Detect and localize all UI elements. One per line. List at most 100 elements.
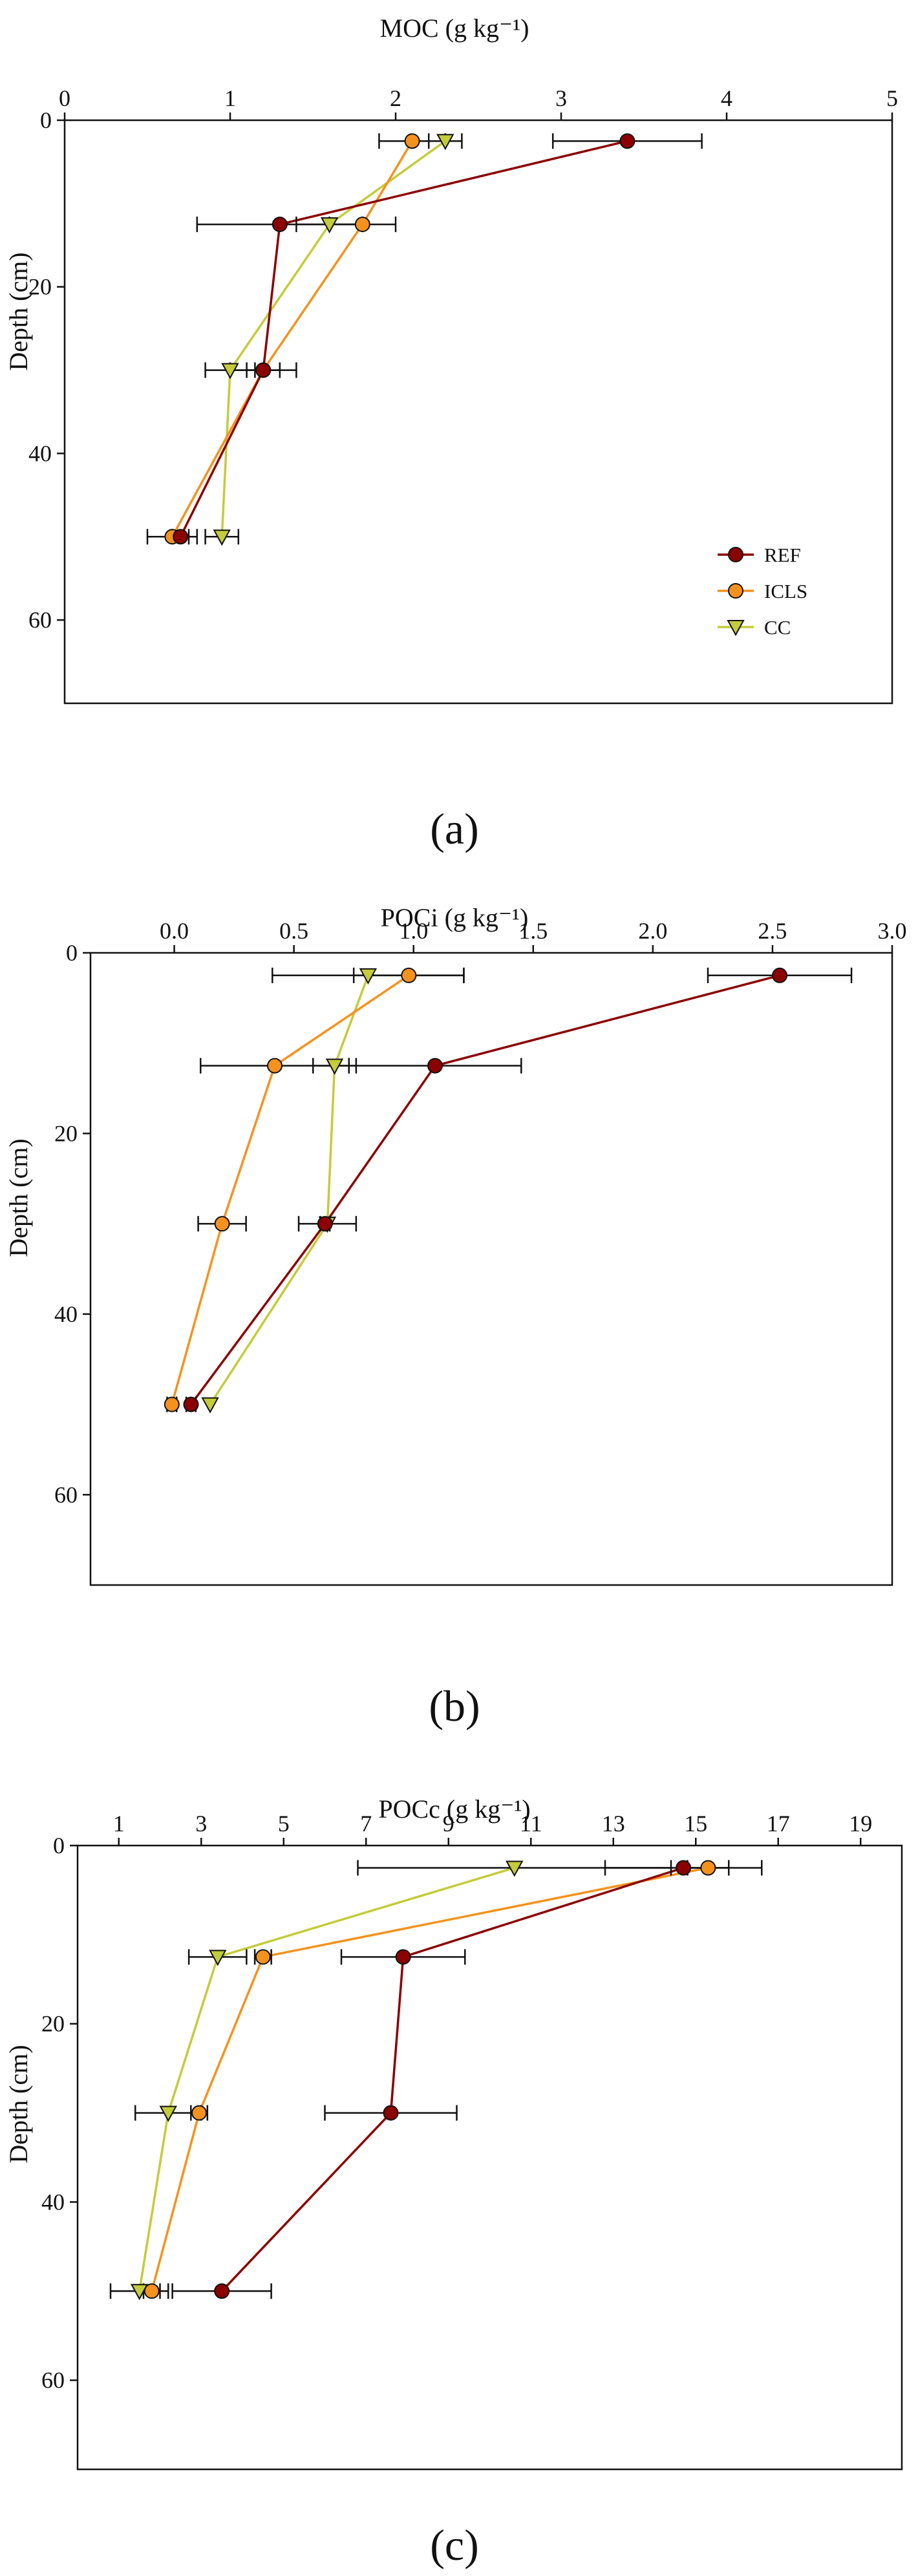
plot-frame-c — [76, 1844, 903, 2471]
data-point-a-ref-2 — [255, 362, 272, 378]
x-tick-label-c-4: 9 — [443, 1811, 454, 1836]
x-tick-label-c-7: 15 — [684, 1811, 707, 1836]
y-tick-label-a-2: 40 — [28, 440, 52, 466]
y-tick-label-b-0: 0 — [66, 940, 78, 966]
data-point-a-cc-2 — [221, 363, 239, 379]
x-tick-label-a-5: 5 — [886, 85, 898, 111]
series-line-a-cc — [220, 140, 446, 537]
plot-frame-a — [63, 119, 893, 705]
data-point-a-cc-3 — [213, 529, 231, 546]
x-tick-label-a-3: 3 — [555, 85, 567, 111]
series-line-b-ref — [190, 974, 780, 1405]
x-tick-label-a-2: 2 — [390, 85, 401, 111]
y-tick-label-a-1: 20 — [28, 274, 52, 300]
data-point-a-ref-3 — [173, 529, 189, 545]
y-axis-title-a: Depth (cm) — [4, 252, 33, 370]
data-point-a-ref-1 — [272, 217, 288, 233]
data-point-b-icls-1 — [267, 1058, 283, 1074]
x-tick-label-a-1: 1 — [224, 85, 236, 111]
x-tick-label-c-0: 1 — [113, 1811, 125, 1836]
x-tick-label-c-3: 7 — [360, 1811, 372, 1836]
data-point-a-icls-1 — [354, 217, 370, 233]
legend-label-ref: REF — [764, 544, 801, 566]
x-axis-title-c: POCc (g kg⁻¹) — [378, 1794, 530, 1824]
panel-label-b: (b) — [429, 1681, 480, 1730]
data-point-b-icls-0 — [401, 967, 417, 983]
y-tick-label-a-0: 0 — [40, 107, 52, 133]
x-tick-label-b-1: 0.5 — [279, 918, 308, 944]
data-point-c-cc-3 — [130, 2284, 149, 2301]
x-tick-label-b-3: 1.5 — [518, 918, 548, 944]
x-tick-label-b-0: 0.0 — [160, 918, 189, 944]
data-point-c-cc-2 — [159, 2105, 177, 2122]
y-tick-label-b-2: 40 — [54, 1301, 78, 1327]
x-axis-title-a: MOC (g kg⁻¹) — [380, 14, 529, 43]
x-tick-label-b-2: 1.0 — [399, 918, 428, 944]
data-point-b-cc-1 — [325, 1058, 344, 1075]
data-point-b-ref-3 — [183, 1396, 199, 1412]
chart-panel-a: MOC (g kg⁻¹) Depth (cm) (a) 0 1 2 3 4 5 0 20 40 6… — [4, 14, 898, 853]
x-tick-label-c-9: 19 — [849, 1811, 872, 1836]
data-point-c-ref-3 — [214, 2283, 230, 2299]
panel-label-c: (c) — [430, 2520, 478, 2570]
series-line-c-ref — [220, 1866, 684, 2292]
legend-marker-icls — [728, 583, 743, 599]
data-point-b-ref-2 — [317, 1216, 333, 1232]
x-tick-label-c-1: 3 — [195, 1811, 207, 1836]
x-tick-label-c-2: 5 — [278, 1811, 290, 1836]
y-axis-title-c: Depth (cm) — [4, 2045, 33, 2163]
y-tick-label-c-3: 60 — [41, 2367, 65, 2393]
x-axis-title-b: POCi (g kg⁻¹) — [381, 903, 529, 932]
x-tick-label-b-6: 3.0 — [878, 918, 907, 944]
data-point-b-cc-3 — [201, 1397, 219, 1414]
y-tick-label-b-1: 20 — [54, 1120, 78, 1146]
x-tick-label-c-5: 11 — [520, 1811, 542, 1836]
data-point-c-cc-1 — [209, 1950, 227, 1966]
plot-frame-b — [89, 952, 893, 1586]
data-point-c-icls-2 — [191, 2105, 208, 2121]
data-point-b-cc-0 — [359, 968, 378, 985]
data-point-a-icls-0 — [404, 133, 420, 149]
panel-label-a: (a) — [430, 804, 478, 853]
data-point-c-ref-0 — [676, 1860, 692, 1876]
data-point-c-cc-0 — [506, 1860, 524, 1877]
data-point-c-icls-0 — [700, 1860, 716, 1876]
y-tick-label-c-1: 20 — [41, 2011, 65, 2037]
x-tick-label-b-5: 2.5 — [758, 918, 787, 944]
data-point-a-cc-1 — [320, 217, 339, 234]
series-line-a-ref — [179, 140, 628, 538]
y-tick-label-c-2: 40 — [41, 2189, 65, 2215]
data-point-b-icls-2 — [214, 1216, 230, 1232]
legend-label-icls: ICLS — [764, 580, 807, 602]
y-tick-label-c-0: 0 — [53, 1833, 65, 1858]
x-tick-label-a-4: 4 — [721, 85, 732, 111]
data-point-b-ref-0 — [772, 967, 788, 983]
chart-panel-b: POCi (g kg⁻¹) Depth (cm) (b) 0.0 0.5 1.0 1.… — [4, 903, 907, 1730]
data-point-c-ref-1 — [395, 1949, 411, 1965]
series-line-c-cc — [138, 1866, 515, 2292]
data-point-b-icls-3 — [164, 1396, 180, 1412]
legend-marker-ref — [728, 547, 743, 562]
x-tick-label-c-8: 17 — [767, 1811, 790, 1836]
x-tick-label-c-6: 13 — [602, 1811, 625, 1836]
data-point-c-ref-2 — [383, 2105, 399, 2121]
y-tick-label-b-3: 60 — [54, 1482, 78, 1507]
data-point-a-cc-0 — [436, 134, 454, 151]
x-tick-label-b-4: 2.0 — [638, 918, 667, 944]
data-point-a-ref-0 — [619, 133, 635, 149]
series-line-a-icls — [171, 140, 414, 538]
series-line-b-icls — [171, 974, 410, 1405]
data-point-c-icls-3 — [144, 2283, 160, 2299]
data-point-b-ref-1 — [427, 1058, 443, 1074]
x-tick-label-a-0: 0 — [59, 85, 70, 111]
series-line-b-cc — [209, 975, 370, 1405]
series-line-c-icls — [151, 1866, 709, 2292]
chart-panel-c: POCc (g kg⁻¹) Depth (cm) (c) 1 3 5 7 9 11 13 15… — [4, 1794, 903, 2570]
data-point-c-icls-1 — [255, 1949, 271, 1965]
legend-label-cc: CC — [764, 616, 791, 639]
legend-marker-cc — [727, 620, 745, 637]
y-axis-title-b: Depth (cm) — [4, 1138, 33, 1257]
y-tick-label-a-3: 60 — [28, 607, 52, 633]
